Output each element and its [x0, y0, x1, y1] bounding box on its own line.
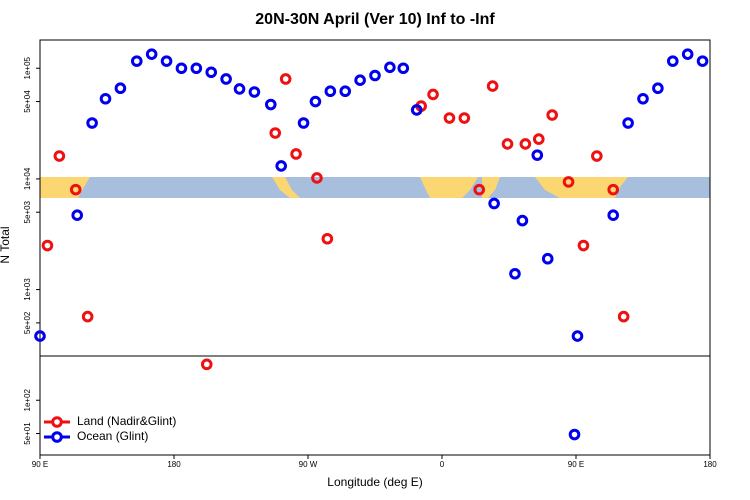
x-tick-label: 90 W — [299, 460, 318, 469]
point — [531, 149, 544, 161]
point — [71, 209, 84, 221]
point — [622, 117, 634, 129]
point — [324, 85, 337, 98]
point — [577, 239, 590, 252]
point — [321, 232, 334, 245]
point — [486, 80, 499, 92]
point — [34, 330, 46, 342]
point — [309, 95, 322, 108]
x-axis-label: Longitude (deg E) — [327, 475, 422, 489]
point — [458, 112, 471, 124]
map-strip — [40, 177, 710, 198]
x-tick-label: 0 — [440, 460, 445, 469]
land-strip — [420, 177, 478, 198]
point — [41, 239, 54, 252]
point — [607, 183, 620, 196]
point — [190, 62, 203, 75]
point — [384, 61, 396, 74]
point — [264, 98, 277, 111]
point — [681, 48, 694, 60]
point — [607, 209, 620, 221]
point — [86, 117, 98, 129]
point — [220, 73, 232, 85]
point — [568, 428, 581, 441]
point — [473, 183, 486, 196]
point — [69, 183, 82, 196]
point — [290, 148, 302, 160]
point — [53, 150, 66, 162]
point — [369, 69, 381, 82]
chart-title: 20N-30N April (Ver 10) Inf to -Inf — [255, 11, 495, 28]
point — [666, 55, 679, 67]
point — [248, 86, 261, 98]
y-tick-label: 1e+02 — [23, 388, 32, 411]
point — [696, 55, 709, 67]
point — [81, 310, 94, 323]
point — [175, 62, 188, 75]
point — [562, 176, 575, 188]
y-tick-label: 5e+04 — [23, 90, 32, 113]
point — [443, 112, 456, 124]
y-tick-label: 1e+05 — [23, 56, 32, 79]
point — [130, 55, 143, 67]
point — [509, 267, 521, 280]
point — [311, 172, 323, 184]
point — [488, 197, 500, 210]
legend-swatch — [51, 416, 63, 428]
plot-frame — [39, 39, 711, 456]
point — [410, 104, 423, 116]
point — [541, 252, 554, 265]
point — [114, 82, 127, 95]
point — [516, 214, 529, 227]
y-axis-label: N Total — [0, 226, 12, 263]
legend-label: Land (Nadir&Glint) — [77, 414, 176, 428]
point — [99, 92, 112, 105]
point — [233, 83, 246, 95]
point — [501, 138, 514, 150]
y-tick-label: 1e+03 — [23, 278, 32, 301]
point — [591, 150, 603, 162]
point — [279, 73, 292, 85]
land-strip — [535, 177, 628, 198]
point — [652, 82, 664, 95]
point — [160, 55, 173, 67]
x-tick-label: 180 — [167, 460, 181, 469]
point — [427, 88, 439, 101]
point — [145, 48, 158, 60]
y-tick-label: 1e+04 — [23, 167, 32, 190]
x-tick-label: 180 — [703, 460, 717, 469]
point — [397, 62, 410, 75]
point — [571, 330, 584, 342]
land-strip — [272, 177, 300, 198]
legend-swatch — [51, 431, 63, 443]
legend-label: Ocean (Glint) — [77, 429, 148, 443]
point — [532, 133, 545, 145]
point — [354, 74, 366, 86]
point — [617, 310, 630, 323]
point — [339, 85, 352, 98]
x-tick-label: 90 E — [32, 460, 48, 469]
y-tick-label: 5e+01 — [23, 422, 32, 445]
point — [637, 92, 649, 105]
point — [205, 66, 218, 79]
point — [200, 358, 213, 371]
y-tick-label: 5e+03 — [23, 200, 32, 223]
point — [546, 109, 558, 121]
x-tick-label: 90 E — [568, 460, 584, 469]
land-strip — [482, 177, 500, 198]
point — [275, 160, 288, 172]
point — [269, 127, 282, 139]
y-tick-label: 5e+02 — [23, 311, 32, 334]
point — [297, 117, 310, 129]
point — [519, 138, 532, 150]
